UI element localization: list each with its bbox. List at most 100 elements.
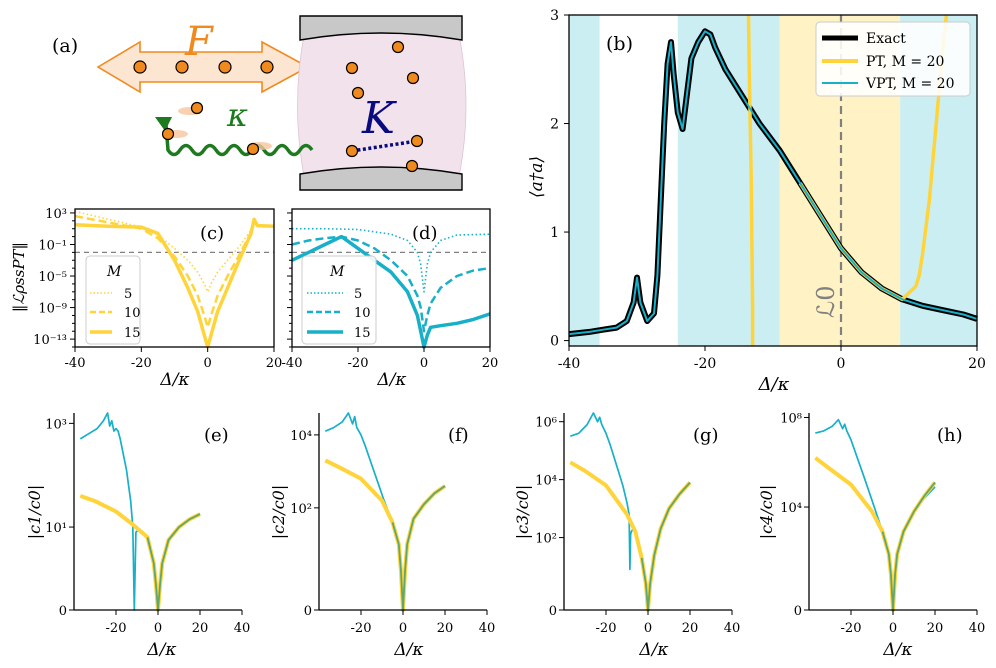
g-y-axis-label: |c3/c0| (513, 485, 532, 539)
c-y-tick-label: 10⁻⁵ (38, 270, 67, 285)
c-x-axis-label: Δ/κ (159, 370, 189, 390)
e-panel-tag: (e) (204, 425, 229, 446)
d-series-lines (291, 227, 491, 349)
h-series-overlap (881, 481, 936, 611)
f-y-tick-label: 10⁴ (290, 429, 312, 444)
f-x-tick-label: 40 (479, 621, 496, 636)
h-x-tick-label: -20 (841, 621, 862, 636)
g-series-overlap (640, 481, 691, 611)
b-axes: -40 -20 0 20 0 1 2 3 (550, 8, 986, 372)
d-x-tick-label: -20 (348, 356, 369, 371)
cavity-photon (410, 134, 424, 148)
g-panel-tag: (g) (693, 425, 719, 446)
g-y-tick-label-zero: 0 (549, 604, 557, 619)
b-y-tick-label: 2 (550, 117, 559, 133)
cavity-mirror-top (299, 15, 463, 41)
f-x-tick-label: 20 (437, 621, 454, 636)
g-series-lines (569, 412, 692, 612)
g-x-axis-label: Δ/κ (638, 640, 668, 660)
c-panel-tag: (c) (200, 223, 224, 244)
cavity-photon (405, 159, 419, 173)
d-series-M5 (292, 227, 491, 293)
panel-c-chart: -40 -20 0 20 10³ 10⁻¹ 10⁻⁵ 10⁻⁹ 10⁻¹³ (c) Δ/κ ‖ℒ… (10, 207, 282, 390)
h-y-tick-label: 10⁴ (780, 501, 802, 516)
panel-a-tag: (a) (52, 35, 78, 57)
c-y-tick-label: 10⁻¹³ (33, 333, 67, 348)
g-axes: -20 0 20 40 10⁶ 10⁴ 10² 0 (535, 413, 740, 636)
g-x-tick-label: 0 (644, 621, 652, 636)
b-x-tick-label: -20 (694, 356, 717, 372)
lost-photon (246, 142, 260, 156)
panel-g-chart: -20 0 20 40 10⁶ 10⁴ 10² 0 (g) Δ/κ |c3/c0| (513, 412, 740, 660)
h-y-axis-label: |c4/c0| (757, 485, 776, 539)
lost-photon (161, 127, 175, 141)
d-legend-label-15: 15 (354, 326, 371, 341)
h-series-pt (814, 456, 937, 612)
d-legend-label-10: 10 (354, 306, 371, 321)
g-x-tick-label: 20 (682, 621, 699, 636)
e-x-tick-label: 20 (192, 621, 209, 636)
h-x-tick-label: 40 (969, 621, 986, 636)
b-y-axis-label: ⟨a†a⟩ (527, 156, 547, 198)
c-x-tick-label: 0 (204, 356, 212, 371)
b-x-axis-label: Δ/κ (758, 374, 790, 395)
d-x-tick-label: 0 (420, 356, 428, 371)
b-legend-label-exact: Exact (866, 31, 906, 47)
h-x-tick-label: 20 (927, 621, 944, 636)
d-legend-title: M (329, 264, 345, 280)
e-x-tick-label: 0 (154, 621, 162, 636)
f-x-tick-label: -20 (351, 621, 372, 636)
b-panel-tag: (b) (606, 33, 633, 55)
panel-d-chart: -40 -20 0 20 (d) Δ/κ M 5 10 15 (282, 208, 499, 390)
g-x-tick-label: 40 (724, 621, 741, 636)
b-y-tick-label: 1 (550, 225, 559, 241)
e-y-tick-label-zero: 0 (59, 604, 67, 619)
e-x-tick-label: 40 (234, 621, 251, 636)
c-legend-label-5: 5 (124, 287, 132, 302)
b-x-tick-label: 20 (968, 356, 986, 372)
e-x-axis-label: Δ/κ (146, 640, 176, 660)
d-legend: M 5 10 15 (301, 255, 377, 345)
e-series-lines (79, 412, 201, 612)
drive-photon (133, 60, 147, 74)
loss-arrowhead (155, 117, 172, 131)
c-plot-frame (74, 208, 275, 348)
loss-label: κ (226, 96, 248, 134)
panel-b-chart: ℒ0 -40 -20 0 20 0 1 2 3 (b) Δ/κ ⟨a†a⟩ Exact PT,… (527, 8, 986, 395)
b-y-tick-label: 3 (550, 8, 559, 24)
panel-h-chart: -20 0 20 40 10⁸ 10⁴ 0 (h) Δ/κ |c4/c0| (757, 411, 985, 660)
e-x-tick-label: -20 (106, 621, 127, 636)
kerr-label: K (361, 93, 397, 144)
panel-f-chart: -20 0 20 40 10⁴ 10² 0 (f) Δ/κ |c2/c0| (269, 412, 496, 660)
b-liouvillian-marker-label: ℒ0 (812, 285, 840, 318)
f-y-axis-label: |c2/c0| (269, 485, 288, 539)
f-panel-tag: (f) (448, 425, 469, 446)
g-y-tick-label: 10⁴ (535, 474, 557, 489)
c-legend: M 5 10 15 (85, 255, 141, 345)
c-y-axis-label: ‖ℒρssPT‖ (10, 242, 28, 312)
b-legend: Exact PT, M = 20 VPT, M = 20 (815, 21, 971, 97)
drive-photon (175, 60, 189, 74)
g-x-tick-label: -20 (596, 621, 617, 636)
cavity-photon (406, 71, 420, 85)
cavity-photon (345, 61, 359, 75)
e-series-pt (79, 494, 201, 612)
panel-e-chart: -20 0 20 40 10³ 10¹ 0 (e) Δ/κ |c1/c0| (25, 412, 251, 660)
c-y-tick-label: 10⁻⁹ (38, 302, 67, 317)
h-panel-tag: (h) (937, 425, 963, 446)
c-legend-title: M (106, 264, 122, 280)
panel-a-schematic: (a) F K κ (52, 15, 467, 191)
drive-label: F (184, 19, 214, 65)
c-legend-label-15: 15 (124, 326, 141, 341)
f-y-tick-label-zero: 0 (304, 604, 312, 619)
d-x-tick-label: 20 (482, 356, 499, 371)
h-y-tick-label-zero: 0 (794, 604, 802, 619)
d-series-M15 (291, 234, 491, 349)
h-x-axis-label: Δ/κ (882, 640, 912, 660)
loss-wavy-arrow (164, 124, 314, 157)
b-x-tick-label: -40 (558, 356, 581, 372)
c-x-tick-label: -40 (65, 356, 86, 371)
h-series-lines (814, 418, 937, 612)
